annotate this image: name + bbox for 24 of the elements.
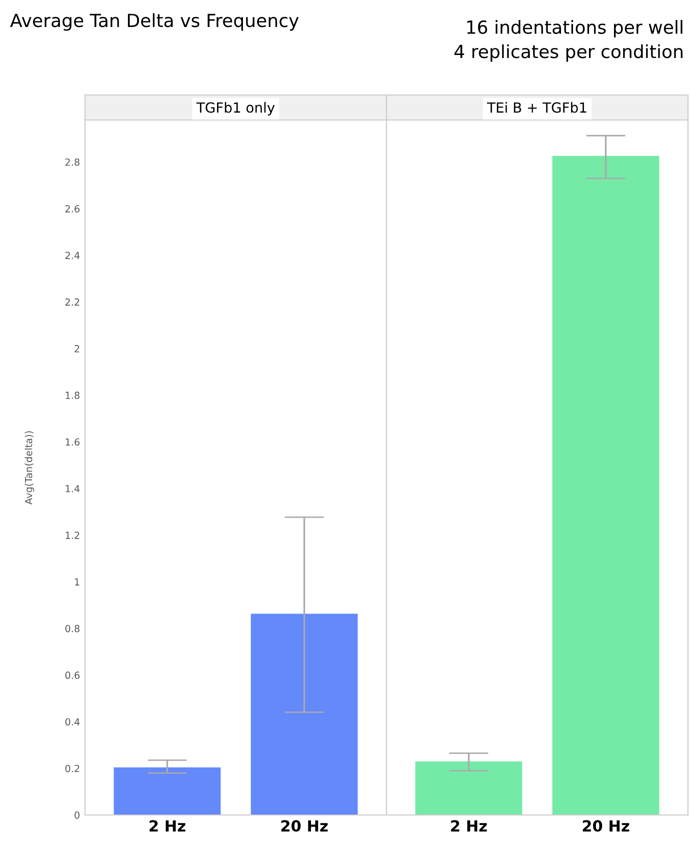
x-tick-label: 20 Hz xyxy=(281,820,328,832)
text: 16 indentations per well 4 replicates per condition xyxy=(454,20,682,62)
text: Average Tan Delta vs Frequency xyxy=(10,13,299,31)
y-tick-label: 2 xyxy=(74,345,80,352)
y-tick-label: 0.2 xyxy=(65,764,80,772)
y-tick-label: 0.6 xyxy=(65,672,80,679)
y-tick-label: 0.8 xyxy=(65,624,80,632)
y-tick-label: 0.4 xyxy=(65,718,80,726)
y-tick-label: 2.6 xyxy=(65,205,80,212)
y-tick-label: 1.4 xyxy=(66,485,80,492)
y-axis-title: Avg(Tan(delta)) xyxy=(24,431,34,505)
x-tick-label: 2 Hz xyxy=(451,820,487,832)
x-tick-label: 2 Hz xyxy=(150,820,186,832)
chart-title: TGFb1 only xyxy=(196,102,275,116)
y-tick-label: 1.2 xyxy=(66,532,80,539)
y-tick-label: 2.8 xyxy=(65,158,80,166)
chart-title: TEi B + TGFb1 xyxy=(487,102,586,113)
y-tick-label: 2.2 xyxy=(65,298,80,306)
y-tick-label: 1.8 xyxy=(66,392,80,400)
y-tick-label: 1 xyxy=(75,578,80,586)
y-tick-label: 1.6 xyxy=(66,438,80,446)
y-tick-label: 0 xyxy=(74,811,80,819)
x-tick-label: 20 Hz xyxy=(582,820,630,832)
y-tick-label: 2.4 xyxy=(65,252,80,259)
